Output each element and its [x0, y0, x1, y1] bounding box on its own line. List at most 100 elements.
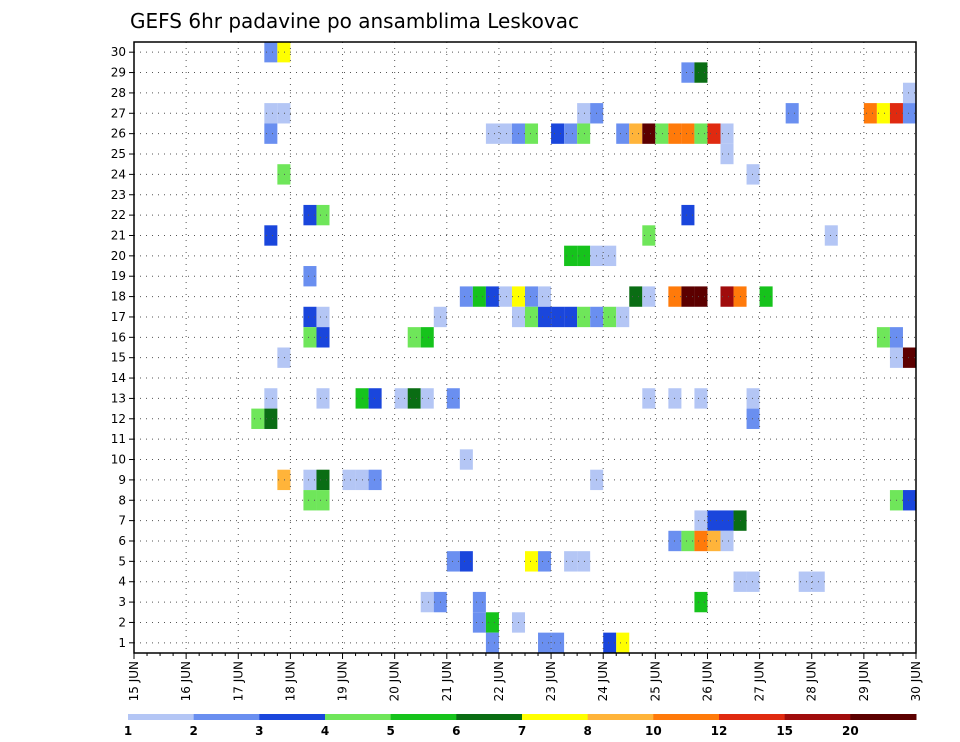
cell-70: [603, 306, 617, 328]
legend-swatch: [325, 714, 392, 720]
legend-label: 4: [321, 724, 329, 738]
cell-102: [368, 469, 382, 491]
x-tick-label: 21 JUN: [440, 661, 454, 701]
cell-72: [303, 327, 317, 348]
cell-10: [863, 103, 877, 124]
legend-label: 15: [776, 724, 793, 738]
cell-43: [603, 245, 617, 267]
x-tick-label: 30 JUN: [909, 661, 923, 701]
cell-82: [316, 388, 330, 409]
cell-89: [642, 388, 656, 409]
y-tick-label: 8: [118, 493, 126, 507]
legend-swatch: [784, 714, 851, 720]
cell-109: [707, 510, 721, 531]
legend-swatch: [522, 714, 589, 720]
cell-104: [303, 490, 317, 511]
chart-title: GEFS 6hr padavine po ansamblima Leskovac: [130, 9, 579, 33]
cell-81: [264, 388, 278, 409]
cell-45: [459, 286, 473, 307]
cell-14: [264, 123, 278, 144]
cell-0: [264, 42, 278, 63]
cell-57: [720, 286, 734, 307]
cell-2: [681, 62, 695, 83]
cell-80: [902, 347, 916, 368]
cell-120: [538, 551, 552, 572]
y-tick-label: 23: [111, 188, 126, 202]
cell-53: [642, 286, 656, 307]
cell-87: [420, 388, 434, 409]
cells-layer: [251, 42, 916, 653]
cell-4: [902, 82, 916, 104]
cell-137: [603, 632, 617, 653]
cell-114: [694, 530, 708, 552]
grid-layer: [134, 42, 916, 653]
cell-134: [485, 632, 499, 653]
cell-131: [472, 612, 486, 633]
cell-73: [316, 327, 330, 348]
cell-78: [277, 347, 291, 368]
y-tick-label: 26: [111, 127, 126, 141]
cell-34: [303, 204, 317, 226]
y-tick-label: 5: [118, 554, 126, 568]
cell-46: [472, 286, 486, 307]
cell-50: [525, 286, 539, 307]
cell-76: [876, 327, 890, 348]
legend-label: 20: [842, 724, 859, 738]
cell-36: [681, 204, 695, 226]
legend-label: 6: [452, 724, 460, 738]
x-tick-label: 18 JUN: [283, 661, 297, 701]
y-tick-label: 14: [111, 371, 126, 385]
y-tick-label: 9: [118, 473, 126, 487]
y-tick-label: 18: [111, 290, 126, 304]
y-tick-label: 27: [111, 106, 126, 120]
cell-47: [485, 286, 499, 307]
cell-130: [694, 591, 708, 613]
cell-20: [564, 123, 578, 144]
cell-18: [525, 123, 539, 144]
cell-74: [407, 327, 421, 348]
x-tick-label: 16 JUN: [179, 661, 193, 701]
cell-56: [694, 286, 708, 307]
cell-40: [564, 245, 578, 267]
cell-86: [407, 388, 421, 409]
cell-93: [251, 408, 265, 429]
cell-21: [577, 123, 591, 144]
legend-swatch: [653, 714, 720, 720]
cell-24: [642, 123, 656, 144]
cell-107: [902, 490, 916, 511]
cell-55: [681, 286, 695, 307]
cell-68: [577, 306, 591, 328]
y-tick-label: 1: [118, 636, 126, 650]
cell-7: [577, 103, 591, 124]
cell-117: [446, 551, 460, 572]
cell-31: [720, 143, 734, 165]
cell-25: [655, 123, 669, 144]
cell-96: [459, 449, 473, 470]
cell-67: [564, 306, 578, 328]
cell-22: [616, 123, 630, 144]
cell-135: [538, 632, 552, 653]
x-tick-label: 25 JUN: [648, 661, 662, 701]
y-axis: 1234567891011121314151617181920212223242…: [111, 45, 134, 650]
y-tick-label: 16: [111, 330, 126, 344]
cell-51: [538, 286, 552, 307]
cell-1: [277, 42, 291, 63]
cell-91: [694, 388, 708, 409]
cell-100: [342, 469, 356, 491]
cell-27: [681, 123, 695, 144]
x-tick-label: 28 JUN: [805, 661, 819, 701]
y-tick-label: 19: [111, 269, 126, 283]
legend-swatch: [456, 714, 523, 720]
cell-85: [394, 388, 408, 409]
y-tick-label: 3: [118, 595, 126, 609]
y-tick-label: 21: [111, 228, 126, 242]
y-tick-label: 25: [111, 147, 126, 161]
cell-11: [876, 103, 890, 124]
cell-19: [551, 123, 565, 144]
cell-16: [498, 123, 512, 144]
y-tick-label: 17: [111, 310, 126, 324]
cell-127: [420, 591, 434, 613]
legend-label: 5: [386, 724, 394, 738]
cell-59: [759, 286, 773, 307]
cell-124: [746, 571, 760, 592]
